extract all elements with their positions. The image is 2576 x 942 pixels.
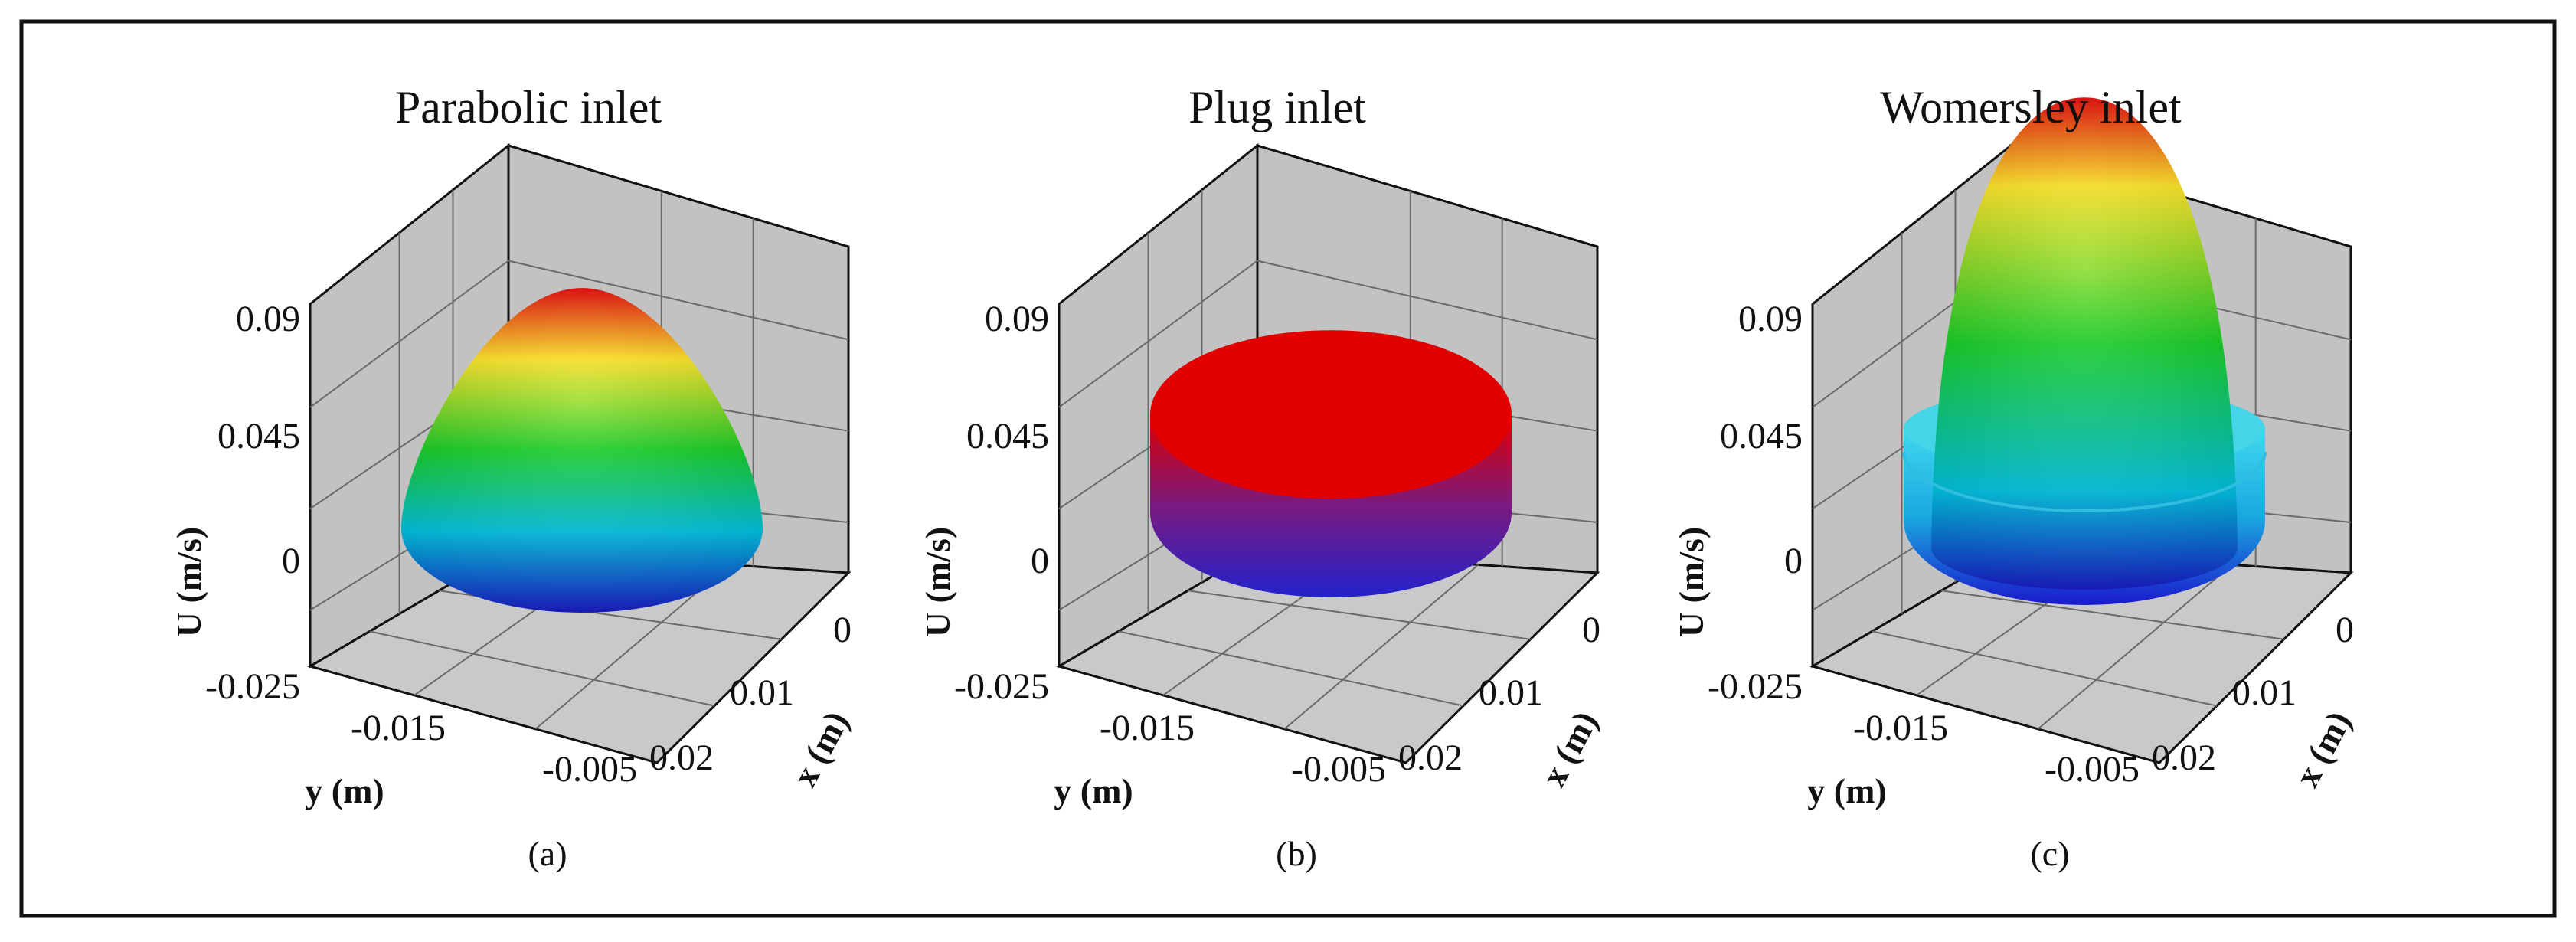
panel-caption: (c) <box>2030 834 2069 873</box>
figure-border <box>19 19 2557 918</box>
panel-caption: (a) <box>528 834 567 873</box>
y-tick-label: -0.015 <box>1100 708 1195 748</box>
y-tick-label: -0.025 <box>205 666 300 707</box>
y-tick-label: -0.025 <box>954 666 1049 707</box>
grid-line <box>1058 260 1598 408</box>
plug-top <box>1150 330 1512 499</box>
z-tick-label: 0 <box>282 541 300 581</box>
panel-parabolic: Parabolic inlet 0.09 0.045 0 U (m/s) -0.025 -0… <box>169 82 856 873</box>
grid-line <box>309 260 849 408</box>
surface-shading <box>401 288 763 613</box>
x-axis-label: x (m) <box>2287 705 2359 793</box>
x-axis-label: x (m) <box>785 705 857 793</box>
ring-front <box>1902 451 2267 512</box>
z-tick-label: 0 <box>1784 541 1803 581</box>
grid-line <box>369 630 715 707</box>
z-tick-label: 0.045 <box>966 416 1049 456</box>
grid-line <box>1188 590 1531 640</box>
y-axis-label: y (m) <box>1054 771 1133 810</box>
y-tick-label: -0.015 <box>1853 708 1948 748</box>
y-tick-label: -0.025 <box>1708 666 1803 707</box>
x-tick-label: 0.01 <box>2232 672 2296 713</box>
y-tick-label: -0.015 <box>351 708 446 748</box>
grid-line <box>1872 630 2218 707</box>
y-tick-label: -0.005 <box>542 749 637 790</box>
chart-title: Womersley inlet <box>1880 82 2182 132</box>
chart-title: Plug inlet <box>1188 82 1366 132</box>
grid-line <box>1941 590 2284 640</box>
x-tick-label: 0.02 <box>649 738 714 778</box>
z-tick-label: 0.09 <box>985 299 1049 339</box>
x-tick-label: 0 <box>1582 610 1600 650</box>
z-tick-label: 0.09 <box>236 299 300 339</box>
x-tick-label: 0 <box>833 610 852 650</box>
y-axis-label: y (m) <box>305 771 384 810</box>
x-tick-label: 0.01 <box>730 672 794 713</box>
y-tick-label: -0.005 <box>2045 749 2140 790</box>
x-axis-label: x (m) <box>1534 705 1606 793</box>
floor <box>307 548 852 764</box>
y-tick-label: -0.005 <box>1291 749 1386 790</box>
z-axis-label: U (m/s) <box>918 527 957 637</box>
z-axis-label: U (m/s) <box>1672 527 1711 637</box>
panel-caption: (b) <box>1276 834 1317 873</box>
z-axis-label: U (m/s) <box>169 527 208 637</box>
floor <box>1056 548 1600 764</box>
x-tick-label: 0.02 <box>2152 738 2216 778</box>
grid-line <box>1118 630 1464 707</box>
z-tick-label: 0.045 <box>1720 416 1803 456</box>
chart-title: Parabolic inlet <box>395 82 662 132</box>
y-axis-label: y (m) <box>1807 771 1886 810</box>
grid-line <box>2037 564 2233 730</box>
surface-shading <box>1931 97 2238 590</box>
floor <box>1809 548 2354 764</box>
x-tick-label: 0.02 <box>1398 738 1463 778</box>
grid-line <box>1283 564 1479 730</box>
z-tick-label: 0 <box>1031 541 1049 581</box>
x-tick-label: 0 <box>2336 610 2354 650</box>
panel-womersley: Womersley inlet 0.09 0.045 0 U (m/s) -0.025 -0… <box>1672 82 2359 873</box>
z-tick-label: 0.045 <box>217 416 300 456</box>
z-tick-label: 0.09 <box>1738 299 1803 339</box>
panel-plug: Plug inlet 0.09 0.045 0 U (m/s) -0.025 -0.015 -… <box>918 82 1605 873</box>
x-tick-label: 0.01 <box>1479 672 1543 713</box>
